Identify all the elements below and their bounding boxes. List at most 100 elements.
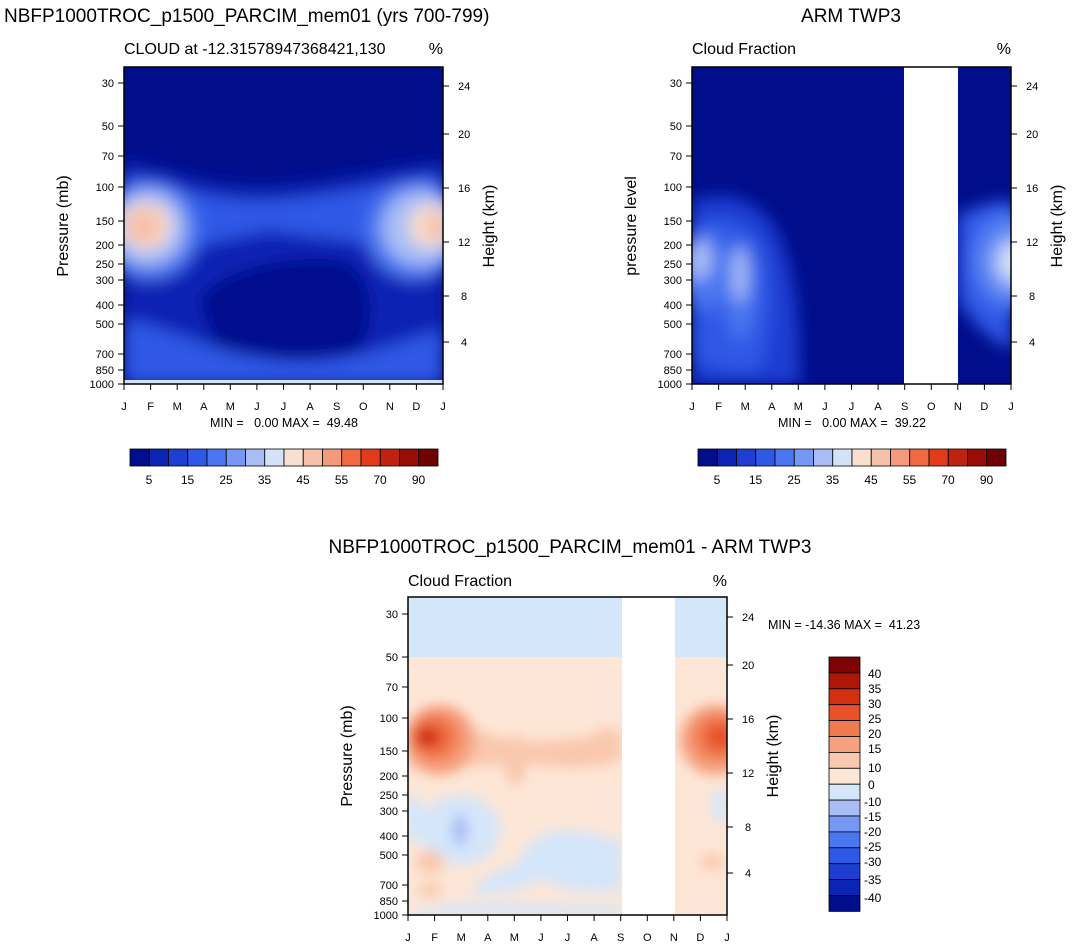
x-tick-label: J bbox=[440, 401, 446, 413]
y-axis-title: pressure level bbox=[623, 176, 640, 276]
x-tick-label: J bbox=[281, 401, 287, 413]
y-tick-label: 30 bbox=[386, 609, 398, 621]
y-tick-label: 700 bbox=[664, 349, 682, 361]
panel-observation: ARM TWP3 Cloud Fraction % 30 50 70 bbox=[623, 6, 1066, 487]
y-tick-label: 70 bbox=[670, 151, 682, 163]
colorbar-cell bbox=[774, 448, 795, 467]
y-tick-label: 1000 bbox=[374, 910, 398, 922]
colorbar-label: -30 bbox=[864, 855, 882, 869]
colorbar-cell bbox=[828, 672, 861, 690]
y-tick-label: 150 bbox=[96, 216, 114, 228]
y-tick-label: 850 bbox=[380, 896, 398, 908]
colorbar-label: 70 bbox=[373, 473, 387, 487]
colorbar-cells bbox=[697, 448, 1007, 467]
colorbar-label: 45 bbox=[296, 473, 310, 487]
min-max-stats: MIN = 0.00 MAX = 49.48 bbox=[210, 416, 358, 430]
x-tick-label: A bbox=[874, 401, 882, 413]
colorbar-cell bbox=[967, 448, 988, 467]
y2-tick-label: 4 bbox=[745, 868, 751, 880]
colorbar-cell bbox=[379, 448, 400, 467]
y2-tick-label: 8 bbox=[461, 291, 467, 303]
panel-difference: NBFP1000TROC_p1500_PARCIM_mem01 - ARM TW… bbox=[329, 537, 921, 944]
x-tick-label: M bbox=[741, 401, 750, 413]
y2-tick-label: 12 bbox=[458, 237, 470, 249]
x-tick-label: S bbox=[333, 401, 340, 413]
x-tick-label: S bbox=[901, 401, 908, 413]
colorbar-cell bbox=[813, 448, 834, 467]
colorbar-cell bbox=[187, 448, 208, 467]
y-tick-label: 500 bbox=[96, 319, 114, 331]
colorbar-cells bbox=[828, 656, 861, 912]
colorbar-cell bbox=[225, 448, 246, 467]
x-tick-label: J bbox=[538, 932, 544, 944]
y2-tick-label: 8 bbox=[745, 822, 751, 834]
colorbar-cell bbox=[341, 448, 362, 467]
y2-tick-label: 8 bbox=[1029, 291, 1035, 303]
y2-tick-label: 24 bbox=[742, 612, 754, 624]
y-tick-label: 150 bbox=[664, 216, 682, 228]
y2-axis-title: Height (km) bbox=[765, 715, 782, 798]
colorbar-label: -40 bbox=[864, 891, 882, 905]
chart-left-label: CLOUD at -12.31578947368421,130 bbox=[124, 41, 386, 58]
y-tick-label: 1000 bbox=[658, 379, 682, 391]
x-tick-label: M bbox=[510, 932, 519, 944]
y-axis-left: 30 50 70 100 150 200 250 300 400 500 700… bbox=[90, 78, 124, 391]
colorbar-cell bbox=[851, 448, 872, 467]
colorbar-label: 5 bbox=[146, 473, 153, 487]
x-tick-label: N bbox=[670, 932, 678, 944]
x-tick-label: A bbox=[590, 932, 598, 944]
y-axis-left: 30 50 70 100 150 200 250 300 400 500 700… bbox=[374, 609, 408, 922]
x-tick-label: F bbox=[431, 932, 438, 944]
y-tick-label: 850 bbox=[96, 365, 114, 377]
y-tick-label: 250 bbox=[664, 259, 682, 271]
missing-data-gap bbox=[622, 597, 675, 915]
colorbar-cell bbox=[909, 448, 930, 467]
colorbar-label: -20 bbox=[864, 825, 882, 839]
colorbar-cell bbox=[828, 783, 861, 801]
colorbar-cell bbox=[828, 767, 861, 785]
colorbar-cell bbox=[793, 448, 814, 467]
colorbar-cell bbox=[828, 815, 861, 833]
colorbar-cell bbox=[832, 448, 853, 467]
y-tick-label: 100 bbox=[96, 182, 114, 194]
colorbar-label: 90 bbox=[412, 473, 426, 487]
contour-field bbox=[408, 597, 727, 915]
colorbar-label: 70 bbox=[941, 473, 955, 487]
colorbar-cell bbox=[870, 448, 891, 467]
y2-tick-label: 12 bbox=[742, 768, 754, 780]
y-tick-label: 100 bbox=[664, 182, 682, 194]
colorbar-cell bbox=[302, 448, 323, 467]
y2-tick-label: 4 bbox=[461, 337, 467, 349]
chart-title: NBFP1000TROC_p1500_PARCIM_mem01 (yrs 700… bbox=[4, 6, 489, 27]
min-max-stats: MIN = -14.36 MAX = 41.23 bbox=[768, 618, 920, 632]
chart-left-label: Cloud Fraction bbox=[692, 41, 796, 58]
y-tick-label: 50 bbox=[670, 121, 682, 133]
min-max-stats: MIN = 0.00 MAX = 39.22 bbox=[778, 416, 926, 430]
colorbar-cell bbox=[206, 448, 227, 467]
y-tick-label: 700 bbox=[380, 880, 398, 892]
colorbar-label: 5 bbox=[714, 473, 721, 487]
y-tick-label: 250 bbox=[96, 259, 114, 271]
x-tick-label: S bbox=[617, 932, 624, 944]
colorbar-cell bbox=[129, 448, 150, 467]
colorbar-label: 45 bbox=[864, 473, 878, 487]
colorbar-cell bbox=[986, 448, 1007, 467]
y-tick-label: 70 bbox=[102, 151, 114, 163]
y-axis-title: Pressure (mb) bbox=[339, 705, 356, 806]
x-tick-label: O bbox=[643, 932, 652, 944]
colorbar-cell bbox=[245, 448, 266, 467]
y-tick-label: 700 bbox=[96, 349, 114, 361]
y-axis-right: 24 20 16 12 8 4 bbox=[443, 81, 470, 349]
colorbar-cell bbox=[418, 448, 439, 467]
colorbar-cell bbox=[828, 847, 861, 865]
y2-tick-label: 20 bbox=[742, 660, 754, 672]
colorbar-label: 25 bbox=[868, 712, 882, 726]
y-tick-label: 300 bbox=[664, 275, 682, 287]
colorbar-cell bbox=[828, 799, 861, 817]
y-tick-label: 500 bbox=[380, 850, 398, 862]
colorbar-cell bbox=[716, 448, 737, 467]
colorbar-label: 55 bbox=[335, 473, 349, 487]
colorbar-label: 10 bbox=[868, 761, 882, 775]
x-tick-label: J bbox=[405, 932, 411, 944]
